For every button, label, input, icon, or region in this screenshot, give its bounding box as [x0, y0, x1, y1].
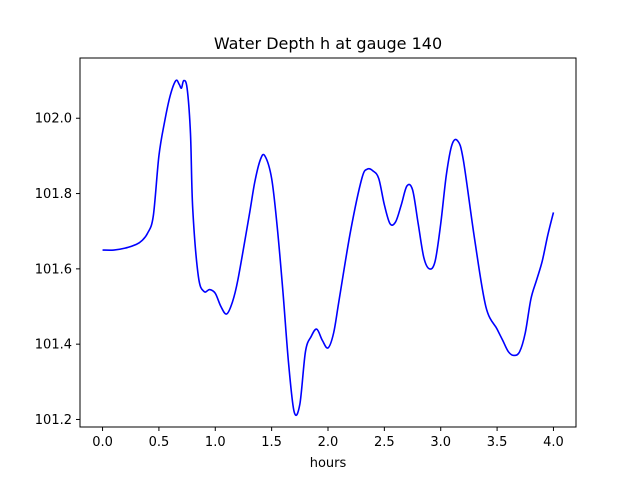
y-tick-label: 101.2	[35, 413, 72, 428]
x-axis-ticks: 0.0 0.5 1.0 1.5 2.0 2.5 3.0 3.5 4.0	[92, 427, 564, 450]
x-tick-label: 3.0	[430, 435, 451, 450]
series-line	[102, 79, 555, 417]
series-layer	[102, 79, 555, 417]
y-tick-label: 101.6	[35, 262, 72, 277]
x-axis-label: hours	[310, 456, 347, 471]
y-tick-label: 102.0	[35, 112, 72, 127]
chart-title: Water Depth h at gauge 140	[214, 34, 442, 53]
y-axis-ticks: 101.2 101.4 101.6 101.8 102.0	[35, 112, 80, 428]
x-tick-label: 4.0	[543, 435, 564, 450]
y-tick-label: 101.4	[35, 338, 72, 353]
x-tick-label: 1.0	[205, 435, 226, 450]
x-tick-label: 2.0	[318, 435, 339, 450]
x-tick-label: 0.5	[149, 435, 170, 450]
x-tick-label: 1.5	[261, 435, 282, 450]
y-tick-label: 101.8	[35, 187, 72, 202]
x-tick-label: 0.0	[92, 435, 113, 450]
x-tick-label: 3.5	[487, 435, 508, 450]
x-tick-label: 2.5	[374, 435, 395, 450]
